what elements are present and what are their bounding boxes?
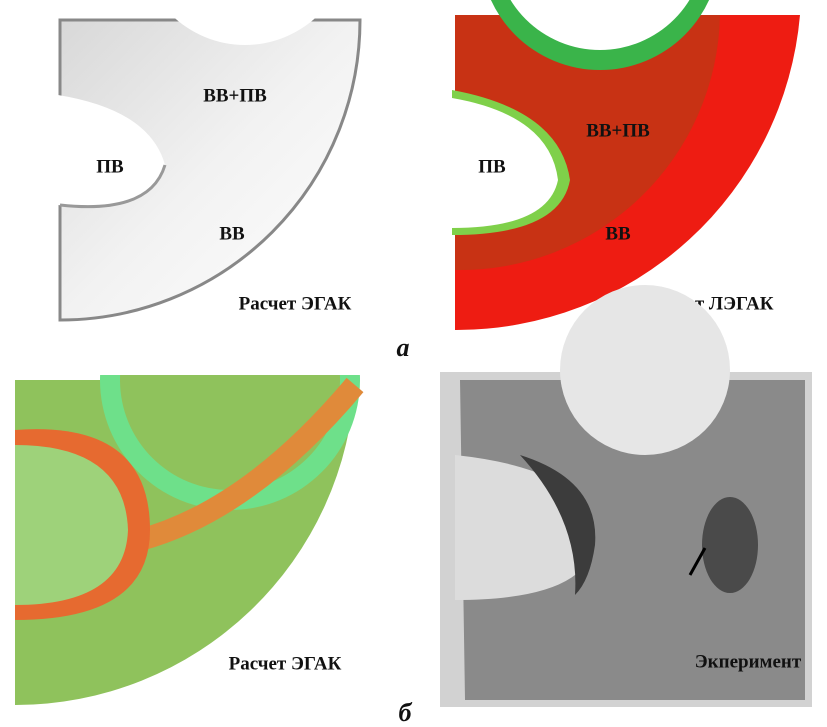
caption: Расчет ЭГАК: [229, 653, 342, 674]
region-label: ВВ: [219, 223, 245, 244]
figure: ВВ+ПВ ПВ ВВ Расчет ЭГАК ВВ+ПВ ПВ ВВ Расч…: [0, 0, 827, 727]
region-label: ВВ+ПВ: [203, 85, 267, 106]
region-label: ПВ: [478, 156, 506, 177]
region-label: ВВ+ПВ: [586, 120, 650, 141]
panel-b-right: [440, 285, 812, 707]
part-label: б: [399, 698, 413, 727]
caption: Экперимент: [695, 651, 802, 672]
region-label: ВВ: [605, 223, 631, 244]
caption: Расчет ЭГАК: [239, 293, 352, 314]
region-label: ПВ: [96, 156, 124, 177]
part-label: а: [397, 333, 410, 362]
